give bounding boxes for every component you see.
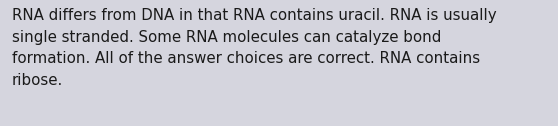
- Text: RNA differs from DNA in that RNA contains uracil. RNA is usually
single stranded: RNA differs from DNA in that RNA contain…: [12, 8, 497, 88]
